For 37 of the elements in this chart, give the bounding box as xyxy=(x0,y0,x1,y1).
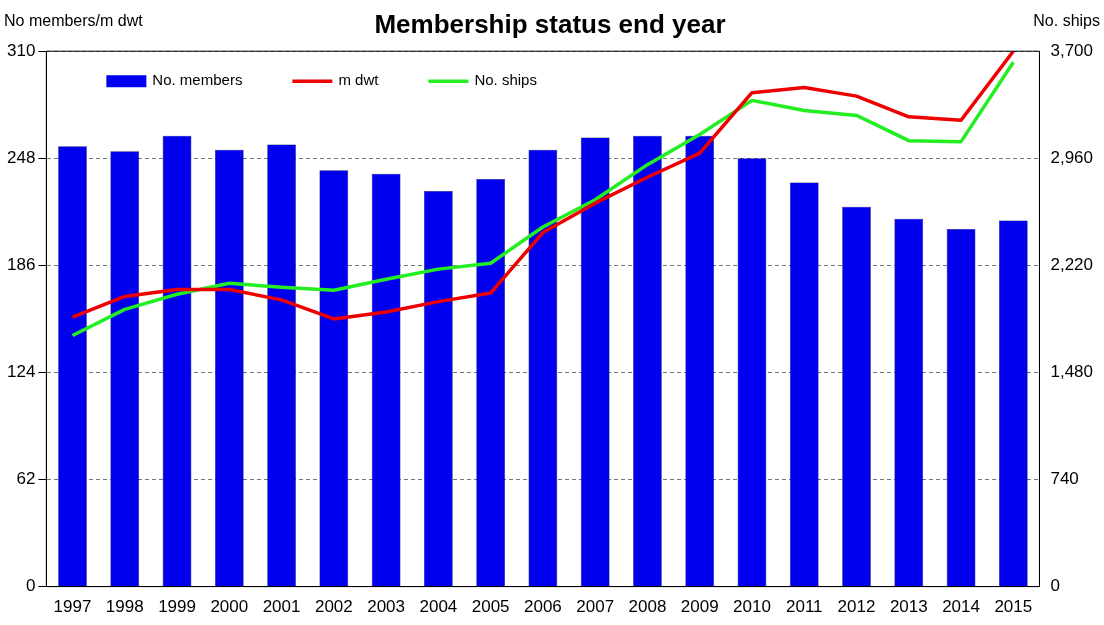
y-tick-label: 124 xyxy=(6,362,36,382)
y-axis-title: No members/m dwt xyxy=(4,11,144,29)
x-tick-label: 2004 xyxy=(419,597,458,617)
x-tick-label: 1998 xyxy=(105,597,144,617)
x-tick-label: 2014 xyxy=(942,597,980,617)
y2-tick-label: 740 xyxy=(1050,469,1079,489)
x-tick-label: 1997 xyxy=(53,597,92,617)
x-tick-label: 2009 xyxy=(680,597,719,617)
legend-label: m dwt xyxy=(338,71,380,89)
y2-tick-label: 2,960 xyxy=(1050,147,1094,167)
x-tick-label: 2013 xyxy=(889,597,928,617)
y2-tick-label: 2,220 xyxy=(1050,255,1094,275)
x-tick-label: 2002 xyxy=(314,597,353,617)
x-tick-label: 2003 xyxy=(367,597,406,617)
x-tick-label: 1999 xyxy=(158,597,196,617)
y2-axis-title: No. ships xyxy=(1033,11,1100,29)
legend-label: No. ships xyxy=(474,71,537,89)
y2-tick-label: 1,480 xyxy=(1050,362,1094,382)
x-tick-label: 2015 xyxy=(994,597,1033,617)
x-tick-label: 2006 xyxy=(524,597,562,617)
y-tick-label: 62 xyxy=(16,469,36,489)
x-tick-label: 2007 xyxy=(576,597,615,617)
chart-title: Membership status end year xyxy=(374,8,726,39)
x-tick-label: 2011 xyxy=(785,597,823,617)
y-tick-label: 186 xyxy=(6,255,36,275)
y-tick-label: 248 xyxy=(6,147,36,167)
y-tick-label: 0 xyxy=(25,576,36,596)
y2-tick-label: 0 xyxy=(1050,576,1060,596)
x-tick-label: 2005 xyxy=(471,597,510,617)
x-tick-label: 2001 xyxy=(262,597,301,617)
y2-tick-label: 3,700 xyxy=(1050,40,1094,60)
legend-label: No. members xyxy=(152,71,243,89)
x-tick-label: 2008 xyxy=(628,597,667,617)
x-tick-label: 2012 xyxy=(837,597,876,617)
y-tick-label: 310 xyxy=(6,40,36,60)
x-tick-label: 2010 xyxy=(733,597,771,617)
x-tick-label: 2000 xyxy=(210,597,249,617)
